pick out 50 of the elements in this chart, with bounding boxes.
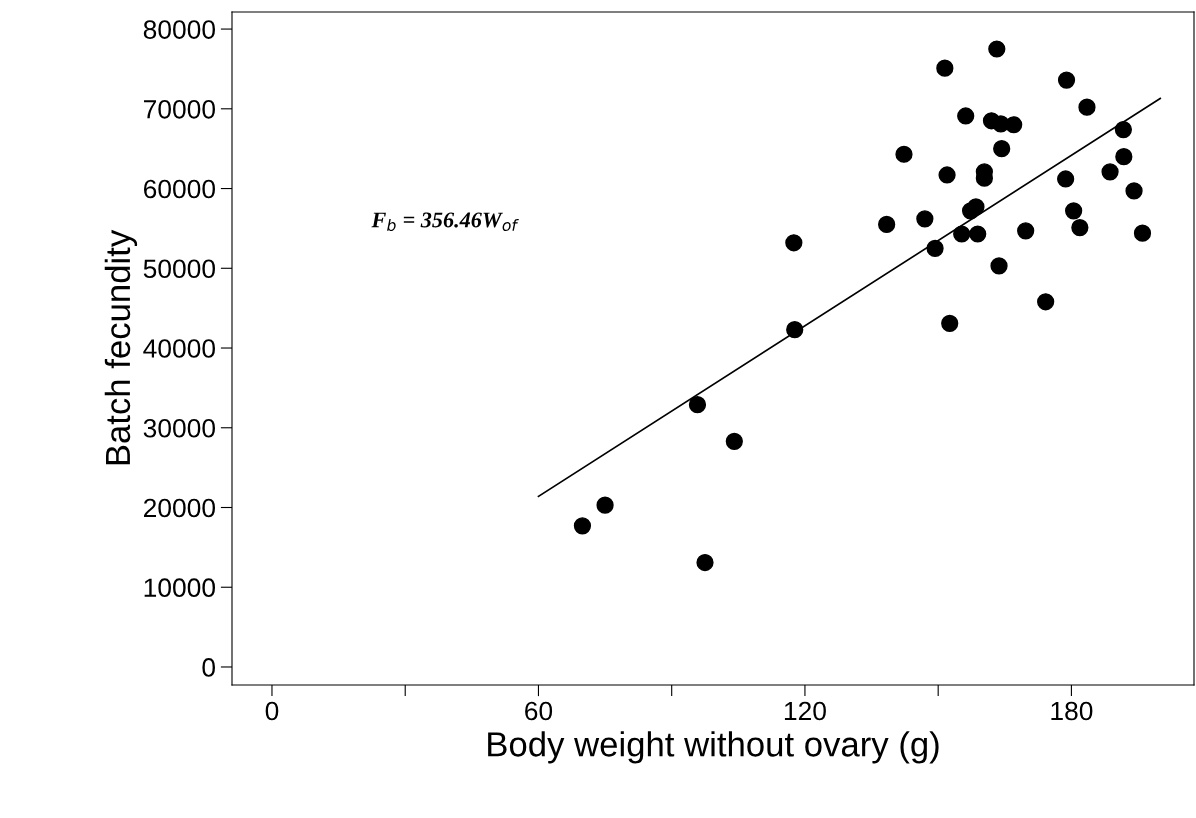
point xyxy=(938,166,956,184)
y-tick-label: 50000 xyxy=(143,259,215,279)
y-tick-label: 60000 xyxy=(143,179,215,199)
point xyxy=(1078,98,1096,116)
point xyxy=(1065,202,1083,220)
point xyxy=(688,396,707,414)
point xyxy=(957,107,975,125)
y-tick-label: 20000 xyxy=(143,498,215,518)
point xyxy=(953,225,971,243)
point xyxy=(1071,219,1089,237)
point xyxy=(1057,170,1075,188)
point xyxy=(1101,163,1119,181)
point xyxy=(990,257,1008,275)
point xyxy=(916,210,934,228)
point xyxy=(786,321,804,339)
point xyxy=(1005,116,1023,134)
point xyxy=(895,145,913,163)
point xyxy=(1037,293,1055,311)
x-tick-label: 180 xyxy=(1051,701,1093,721)
point xyxy=(926,239,944,257)
point xyxy=(1133,224,1152,242)
x-tick-label: 0 xyxy=(265,701,279,721)
y-tick-label: 30000 xyxy=(143,418,215,438)
point xyxy=(878,215,896,234)
point xyxy=(696,553,714,572)
point xyxy=(1114,120,1132,139)
point xyxy=(1057,71,1076,89)
point xyxy=(988,40,1006,58)
point xyxy=(573,517,592,535)
x-tick-label: 60 xyxy=(525,701,553,721)
x-axis-title: Body weight without ovary (g) xyxy=(488,731,939,764)
point xyxy=(969,225,987,243)
point xyxy=(936,59,954,77)
annotation: F$_{b}$ = 356.46W$_{of}$ xyxy=(371,212,519,232)
point xyxy=(1115,148,1133,166)
y-tick-label: 40000 xyxy=(143,339,215,358)
y-axis-title: Batch fecundity xyxy=(104,229,138,465)
point xyxy=(596,496,614,514)
point xyxy=(941,314,959,332)
y-tick-label: 10000 xyxy=(144,578,215,598)
point xyxy=(1017,222,1035,240)
point xyxy=(1125,182,1143,200)
y-tick-label: 0 xyxy=(202,658,215,677)
point xyxy=(725,432,743,450)
x-tick-label: 120 xyxy=(784,701,826,721)
y-tick-label: 80000 xyxy=(143,20,215,39)
y-tick-label: 70000 xyxy=(144,99,215,119)
point xyxy=(961,202,980,220)
point xyxy=(993,140,1011,158)
point xyxy=(785,234,803,252)
